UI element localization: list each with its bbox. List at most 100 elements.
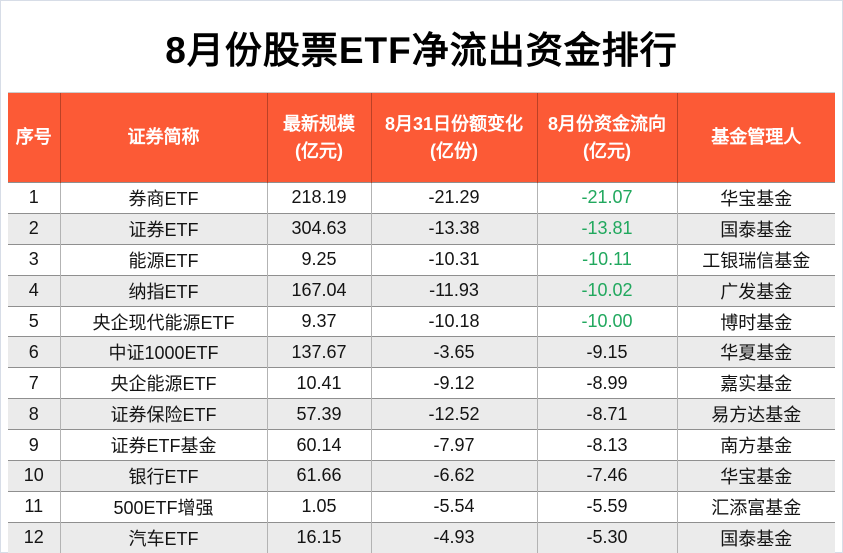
table-row: 9 证券ETF基金 60.14 -7.97 -8.13 南方基金 bbox=[8, 429, 835, 461]
cell-seq: 2 bbox=[8, 212, 60, 245]
cell-manager: 华宝基金 bbox=[676, 460, 835, 492]
cell-manager: 国泰基金 bbox=[676, 521, 835, 553]
cell-share-change: -21.29 bbox=[370, 182, 537, 214]
cell-scale: 9.25 bbox=[266, 243, 371, 276]
cell-manager: 国泰基金 bbox=[676, 212, 835, 245]
cell-flow: -10.11 bbox=[536, 243, 677, 276]
cell-scale: 137.67 bbox=[266, 336, 371, 368]
cell-scale: 16.15 bbox=[266, 521, 371, 553]
cell-flow: -8.13 bbox=[536, 429, 677, 461]
cell-share-change: -13.38 bbox=[370, 212, 537, 245]
cell-scale: 10.41 bbox=[266, 367, 371, 399]
cell-name: 纳指ETF bbox=[59, 274, 267, 307]
table-row: 6 中证1000ETF 137.67 -3.65 -9.15 华夏基金 bbox=[8, 336, 835, 368]
table-row: 12 汽车ETF 16.15 -4.93 -5.30 国泰基金 bbox=[8, 521, 835, 553]
cell-name: 央企现代能源ETF bbox=[59, 305, 267, 337]
cell-scale: 61.66 bbox=[266, 460, 371, 492]
cell-flow: -8.71 bbox=[536, 398, 677, 430]
cell-seq: 7 bbox=[8, 367, 60, 399]
cell-name: 能源ETF bbox=[59, 243, 267, 276]
table-row: 10 银行ETF 61.66 -6.62 -7.46 华宝基金 bbox=[8, 460, 835, 492]
cell-manager: 博时基金 bbox=[676, 305, 835, 337]
cell-manager: 南方基金 bbox=[676, 429, 835, 461]
cell-manager: 汇添富基金 bbox=[676, 490, 835, 523]
cell-share-change: -5.54 bbox=[370, 490, 537, 523]
page-title: 8月份股票ETF净流出资金排行 bbox=[165, 29, 678, 71]
column-header-unit: (亿元) bbox=[295, 140, 343, 161]
cell-manager: 工银瑞信基金 bbox=[676, 243, 835, 276]
column-header-share_change: 8月31日份额变化 (亿份) bbox=[370, 92, 537, 183]
cell-share-change: -3.65 bbox=[370, 336, 537, 368]
table-row: 4 纳指ETF 167.04 -11.93 -10.02 广发基金 bbox=[8, 274, 835, 307]
cell-flow: -10.02 bbox=[536, 274, 677, 307]
column-header-label: 8月31日份额变化 bbox=[384, 113, 524, 134]
table-header: 序号 证券简称 最新规模 (亿元) 8月31日份额变化 (亿份) 8月份资金流向 (亿元) 基金… bbox=[8, 92, 835, 183]
column-header-seq: 序号 bbox=[8, 92, 60, 183]
cell-name: 证券保险ETF bbox=[59, 398, 267, 430]
column-header-unit: (亿份) bbox=[430, 140, 478, 161]
cell-seq: 3 bbox=[8, 243, 60, 276]
column-header-flow: 8月份资金流向 (亿元) bbox=[536, 92, 677, 183]
table-row: 8 证券保险ETF 57.39 -12.52 -8.71 易方达基金 bbox=[8, 398, 835, 430]
column-header-label: 8月份资金流向 bbox=[547, 113, 666, 134]
cell-scale: 167.04 bbox=[266, 274, 371, 307]
etf-outflow-ranking-table: 序号 证券简称 最新规模 (亿元) 8月31日份额变化 (亿份) 8月份资金流向 (亿元) 基金… bbox=[8, 92, 835, 553]
cell-name: 银行ETF bbox=[59, 460, 267, 492]
cell-flow: -5.59 bbox=[536, 490, 677, 523]
cell-share-change: -4.93 bbox=[370, 521, 537, 553]
cell-share-change: -10.31 bbox=[370, 243, 537, 276]
cell-flow: -21.07 bbox=[536, 182, 677, 214]
cell-share-change: -12.52 bbox=[370, 398, 537, 430]
cell-name: 央企能源ETF bbox=[59, 367, 267, 399]
cell-share-change: -7.97 bbox=[370, 429, 537, 461]
cell-seq: 10 bbox=[8, 460, 60, 492]
cell-name: 汽车ETF bbox=[59, 521, 267, 553]
cell-manager: 广发基金 bbox=[676, 274, 835, 307]
cell-seq: 1 bbox=[8, 182, 60, 214]
cell-scale: 57.39 bbox=[266, 398, 371, 430]
cell-manager: 嘉实基金 bbox=[676, 367, 835, 399]
cell-share-change: -6.62 bbox=[370, 460, 537, 492]
column-header-label: 最新规模 bbox=[283, 113, 355, 134]
column-header-scale: 最新规模 (亿元) bbox=[266, 92, 371, 183]
cell-share-change: -11.93 bbox=[370, 274, 537, 307]
cell-scale: 9.37 bbox=[266, 305, 371, 337]
cell-name: 券商ETF bbox=[59, 182, 267, 214]
column-header-name: 证券简称 bbox=[59, 92, 267, 183]
cell-seq: 12 bbox=[8, 521, 60, 553]
table-row: 1 券商ETF 218.19 -21.29 -21.07 华宝基金 bbox=[8, 182, 835, 214]
cell-share-change: -9.12 bbox=[370, 367, 537, 399]
cell-seq: 8 bbox=[8, 398, 60, 430]
table-row: 5 央企现代能源ETF 9.37 -10.18 -10.00 博时基金 bbox=[8, 305, 835, 337]
cell-seq: 9 bbox=[8, 429, 60, 461]
cell-seq: 6 bbox=[8, 336, 60, 368]
cell-scale: 1.05 bbox=[266, 490, 371, 523]
cell-seq: 11 bbox=[8, 490, 60, 523]
cell-share-change: -10.18 bbox=[370, 305, 537, 337]
cell-manager: 易方达基金 bbox=[676, 398, 835, 430]
cell-name: 证券ETF基金 bbox=[59, 429, 267, 461]
cell-manager: 华夏基金 bbox=[676, 336, 835, 368]
cell-flow: -13.81 bbox=[536, 212, 677, 245]
cell-name: 500ETF增强 bbox=[59, 490, 267, 523]
cell-scale: 218.19 bbox=[266, 182, 371, 214]
cell-name: 证券ETF bbox=[59, 212, 267, 245]
column-header-unit: (亿元) bbox=[583, 140, 631, 161]
cell-seq: 5 bbox=[8, 305, 60, 337]
cell-flow: -10.00 bbox=[536, 305, 677, 337]
table-row: 2 证券ETF 304.63 -13.38 -13.81 国泰基金 bbox=[8, 212, 835, 245]
column-header-label: 证券简称 bbox=[127, 127, 200, 147]
cell-scale: 304.63 bbox=[266, 212, 371, 245]
table-header-row: 序号 证券简称 最新规模 (亿元) 8月31日份额变化 (亿份) 8月份资金流向 (亿元) 基金… bbox=[8, 92, 835, 183]
table-row: 7 央企能源ETF 10.41 -9.12 -8.99 嘉实基金 bbox=[8, 367, 835, 399]
cell-flow: -9.15 bbox=[536, 336, 677, 368]
cell-manager: 华宝基金 bbox=[676, 182, 835, 214]
column-header-label: 序号 bbox=[15, 127, 52, 147]
cell-flow: -5.30 bbox=[536, 521, 677, 553]
column-header-manager: 基金管理人 bbox=[676, 92, 835, 183]
table-body: 1 券商ETF 218.19 -21.29 -21.07 华宝基金 2 证券ETF 304.63… bbox=[8, 182, 835, 553]
cell-flow: -7.46 bbox=[536, 460, 677, 492]
table-row: 11 500ETF增强 1.05 -5.54 -5.59 汇添富基金 bbox=[8, 490, 835, 523]
column-header-label: 基金管理人 bbox=[711, 127, 802, 147]
cell-seq: 4 bbox=[8, 274, 60, 307]
